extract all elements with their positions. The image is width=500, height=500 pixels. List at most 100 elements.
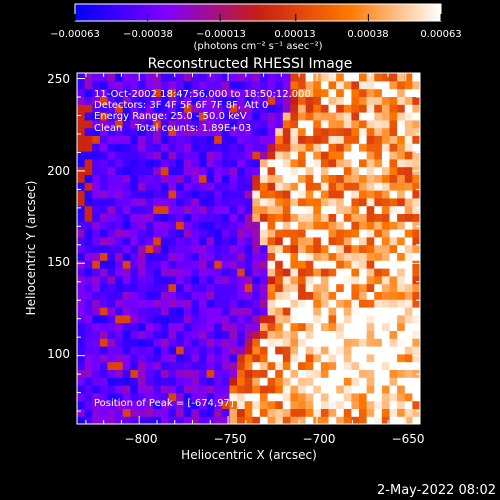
heatmap-cell	[229, 88, 238, 97]
heatmap-cell	[145, 416, 154, 424]
heatmap-cell	[412, 151, 420, 160]
heatmap-cell	[282, 119, 292, 129]
heatmap-cell	[237, 127, 246, 136]
heatmap-cell	[343, 369, 352, 378]
heatmap-cell	[229, 151, 238, 160]
heatmap-cell	[130, 338, 139, 347]
heatmap-cell	[320, 80, 330, 90]
heatmap-cell	[282, 73, 292, 82]
heatmap-cell	[282, 197, 292, 207]
heatmap-cell	[183, 190, 192, 199]
heatmap-cell	[328, 236, 337, 246]
heatmap-cell	[328, 127, 337, 136]
heatmap-cell	[160, 346, 170, 355]
heatmap-cell	[92, 353, 101, 363]
heatmap-cell	[366, 96, 375, 105]
heatmap-cell	[351, 416, 360, 424]
heatmap-cell	[206, 143, 215, 152]
heatmap-cell	[351, 353, 360, 363]
heatmap-cell	[366, 307, 375, 316]
heatmap-cell	[412, 197, 420, 207]
heatmap-cell	[183, 275, 192, 285]
heatmap-cell	[137, 268, 147, 277]
heatmap-cell	[198, 314, 208, 324]
heatmap-cell	[282, 88, 292, 97]
heatmap-cell	[404, 314, 413, 324]
heatmap-cell	[412, 392, 420, 402]
heatmap-cell	[336, 135, 345, 144]
heatmap-cell	[366, 268, 375, 277]
heatmap-cell	[252, 338, 261, 347]
heatmap-cell	[412, 353, 420, 363]
heatmap-cell	[320, 307, 330, 316]
heatmap-cell	[176, 73, 185, 82]
heatmap-cell	[244, 314, 253, 324]
heatmap-cell	[267, 244, 276, 253]
heatmap-cell	[290, 221, 299, 230]
heatmap-cell	[320, 338, 330, 347]
heatmap-cell	[176, 275, 185, 285]
heatmap-cell	[343, 260, 352, 269]
heatmap-cell	[183, 135, 192, 144]
heatmap-cell	[404, 408, 413, 417]
heatmap-cell	[153, 283, 162, 292]
heatmap-cell	[221, 283, 231, 292]
heatmap-cell	[191, 275, 200, 285]
heatmap-cell	[320, 275, 330, 285]
heatmap-cell	[374, 314, 383, 324]
heatmap-cell	[313, 299, 322, 308]
heatmap-cell	[290, 400, 299, 409]
heatmap-cell	[115, 400, 124, 409]
heatmap-cell	[153, 268, 162, 277]
heatmap-cell	[328, 205, 337, 214]
annotation-time-range: 11-Oct-2002 18:47:56.000 to 18:50:12.000	[94, 89, 311, 100]
heatmap-cell	[237, 104, 246, 113]
heatmap-cell	[374, 353, 383, 363]
heatmap-cell	[267, 197, 276, 207]
heatmap-cell	[221, 400, 231, 409]
heatmap-cell	[389, 260, 398, 269]
heatmap-cell	[137, 392, 147, 402]
heatmap-cell	[381, 416, 391, 424]
heatmap-cell	[351, 307, 360, 316]
heatmap-cell	[176, 158, 185, 168]
heatmap-cell	[153, 275, 162, 285]
heatmap-cell	[244, 127, 253, 136]
heatmap-cell	[229, 260, 238, 269]
heatmap-cell	[366, 283, 375, 292]
heatmap-cell	[328, 307, 337, 316]
heatmap-cell	[359, 307, 368, 316]
heatmap-cell	[130, 252, 139, 261]
heatmap-cell	[244, 88, 253, 97]
heatmap-cell	[389, 213, 398, 222]
heatmap-cell	[343, 338, 352, 347]
heatmap-cell	[389, 166, 398, 175]
heatmap-cell	[412, 143, 420, 152]
heatmap-cell	[252, 174, 261, 183]
heatmap-cell	[244, 112, 253, 121]
heatmap-cell	[328, 190, 337, 199]
heatmap-cell	[259, 221, 269, 230]
heatmap-cell	[206, 353, 215, 363]
heatmap-cell	[404, 80, 413, 90]
heatmap-cell	[397, 73, 406, 82]
heatmap-cell	[259, 166, 269, 175]
heatmap-cell	[237, 197, 246, 207]
heatmap-cell	[267, 377, 276, 386]
heatmap-cell	[343, 377, 352, 386]
heatmap-cell	[145, 127, 154, 136]
heatmap-cell	[298, 127, 307, 136]
heatmap-cell	[198, 104, 208, 113]
heatmap-cell	[153, 236, 162, 246]
heatmap-cell	[107, 322, 116, 331]
heatmap-cell	[259, 182, 269, 191]
heatmap-cell	[404, 229, 413, 238]
heatmap-cell	[381, 182, 391, 191]
y-tick-label-0: 100	[47, 347, 70, 361]
heatmap-cell	[328, 330, 337, 339]
heatmap-cell	[115, 190, 124, 199]
heatmap-cell	[336, 392, 345, 402]
heatmap-cell	[404, 275, 413, 285]
heatmap-cell	[252, 205, 261, 214]
heatmap-cell	[115, 221, 124, 230]
